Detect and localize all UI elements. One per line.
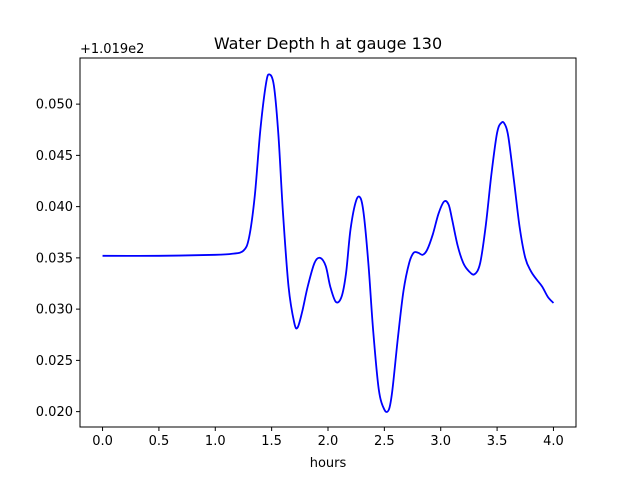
chart-title: Water Depth h at gauge 130 xyxy=(214,34,442,53)
x-axis: 0.0 0.5 1.0 1.5 2.0 2.5 3.0 3.5 4.0 xyxy=(92,427,564,449)
x-tick-label: 3.0 xyxy=(430,434,451,449)
y-tick-label: 0.040 xyxy=(36,200,73,215)
y-tick-label: 0.045 xyxy=(36,149,73,164)
x-tick-label: 2.5 xyxy=(374,434,395,449)
y-tick-label: 0.020 xyxy=(36,405,73,420)
y-tick-label: 0.035 xyxy=(36,251,73,266)
x-tick-label: 3.5 xyxy=(487,434,508,449)
x-tick-label: 0.0 xyxy=(92,434,113,449)
x-tick-label: 1.5 xyxy=(261,434,282,449)
x-tick-label: 2.0 xyxy=(318,434,339,449)
y-tick-label: 0.050 xyxy=(36,98,73,113)
x-axis-label: hours xyxy=(310,456,347,471)
x-tick-label: 1.0 xyxy=(205,434,226,449)
y-tick-label: 0.025 xyxy=(36,354,73,369)
y-tick-label: 0.030 xyxy=(36,303,73,318)
series-line-0 xyxy=(102,73,555,413)
plot-area xyxy=(102,73,555,413)
x-tick-label: 0.5 xyxy=(149,434,170,449)
x-tick-label: 4.0 xyxy=(543,434,564,449)
y-axis: 0.020 0.025 0.030 0.035 0.040 0.045 0.050 xyxy=(36,98,80,420)
y-offset-label: +1.019e2 xyxy=(80,42,144,57)
